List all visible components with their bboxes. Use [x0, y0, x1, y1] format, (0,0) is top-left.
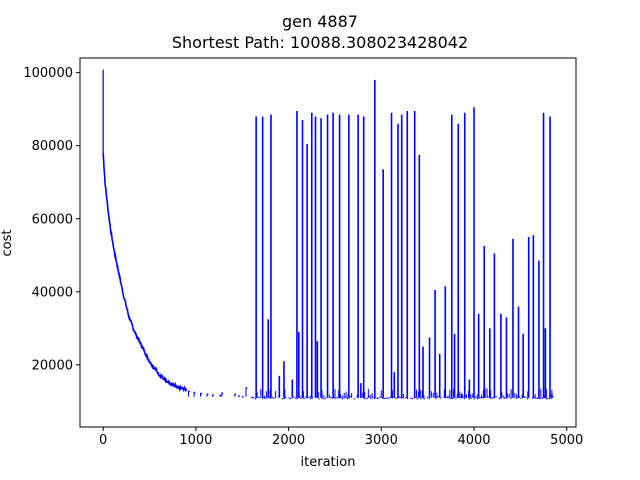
y-axis: 20000 40000 60000 80000 100000	[23, 66, 80, 373]
chart-title: gen 4887	[282, 12, 358, 31]
x-tick-label: 0	[99, 433, 107, 448]
x-tick-label: 2000	[272, 433, 305, 448]
y-tick-label: 100000	[23, 66, 73, 81]
x-tick-label: 1000	[179, 433, 212, 448]
series-layer	[102, 69, 554, 400]
x-axis: 0 1000 2000 3000 4000 5000	[99, 427, 583, 448]
series-tail-segment	[251, 396, 254, 399]
plot-frame	[79, 57, 577, 428]
series-decay-line	[102, 152, 188, 393]
chart-subtitle: Shortest Path: 10088.308023428042	[171, 33, 469, 52]
y-tick-label: 40000	[32, 285, 73, 300]
x-tick-label: 3000	[365, 433, 398, 448]
y-axis-label: cost	[0, 230, 15, 257]
x-axis-label: iteration	[301, 455, 356, 470]
y-tick-label: 60000	[32, 212, 73, 227]
x-tick-label: 4000	[457, 433, 490, 448]
y-tick-label: 20000	[32, 358, 73, 373]
y-tick-label: 80000	[32, 139, 73, 154]
x-tick-label: 5000	[550, 433, 583, 448]
